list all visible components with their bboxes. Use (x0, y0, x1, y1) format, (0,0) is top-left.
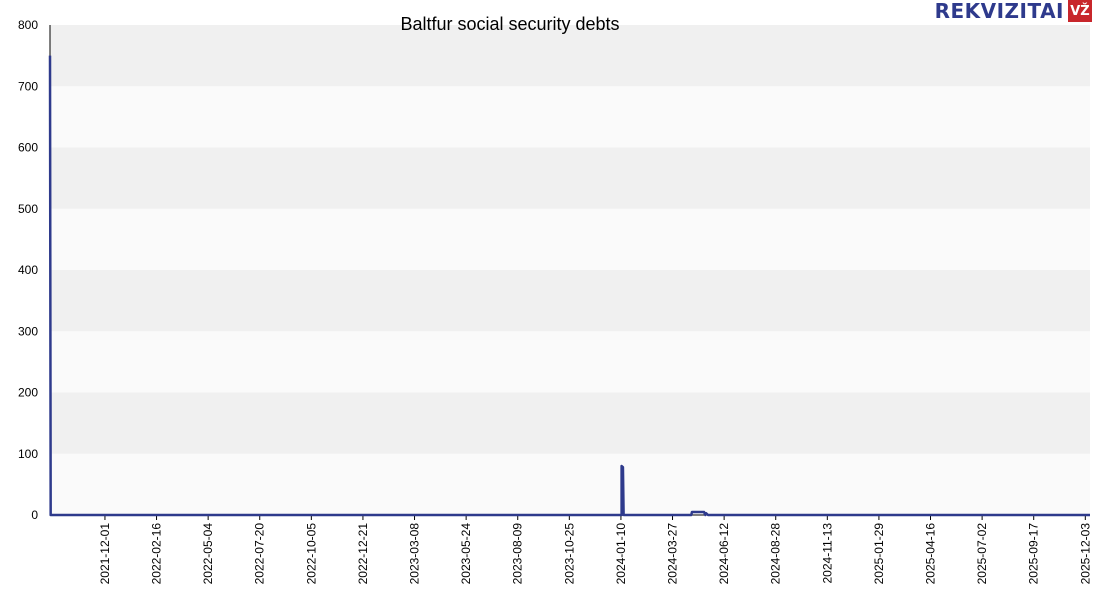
x-tick-label: 2024-08-28 (769, 523, 783, 585)
grid-band (50, 331, 1090, 393)
x-tick-label: 2022-07-20 (253, 523, 267, 585)
x-tick-label: 2022-10-05 (304, 523, 318, 585)
y-tick-label: 800 (18, 18, 38, 32)
x-tick-label: 2025-12-03 (1078, 523, 1092, 585)
x-tick-label: 2022-12-21 (356, 523, 370, 585)
y-tick-label: 300 (18, 324, 38, 338)
y-tick-label: 0 (31, 508, 38, 522)
y-tick-label: 600 (18, 141, 38, 155)
x-tick-label: 2024-03-27 (666, 523, 680, 585)
x-tick-label: 2024-06-12 (717, 523, 731, 585)
grid-bands (50, 25, 1090, 515)
x-tick-label: 2023-03-08 (408, 523, 422, 585)
x-tick-label: 2025-07-02 (975, 523, 989, 585)
grid-band (50, 392, 1090, 454)
grid-band (50, 25, 1090, 87)
y-tick-label: 400 (18, 263, 38, 277)
x-tick-label: 2025-04-16 (924, 523, 938, 585)
y-tick-label: 200 (18, 386, 38, 400)
logo-text: REKVIZITAI (934, 0, 1064, 23)
x-tick-label: 2022-02-16 (150, 523, 164, 585)
grid-band (50, 208, 1090, 270)
grid-band (50, 147, 1090, 209)
series-line (48, 55, 1090, 517)
x-tick-label: 2021-12-01 (98, 523, 112, 585)
y-axis: 0 100 200 300 400 500 600 700 800 (18, 18, 51, 522)
y-tick-label: 700 (18, 79, 38, 93)
y-tick-label: 500 (18, 202, 38, 216)
x-tick-label: 2025-01-29 (872, 523, 886, 585)
x-tick-label: 2023-05-24 (459, 523, 473, 585)
chart-title: Baltfur social security debts (400, 14, 619, 34)
grid-band (50, 270, 1090, 332)
y-tick-label: 100 (18, 447, 38, 461)
x-tick-label: 2024-01-10 (614, 523, 628, 585)
grid-band (50, 453, 1090, 515)
x-tick-label: 2022-05-04 (201, 523, 215, 585)
x-tick-label: 2023-10-25 (562, 523, 576, 585)
plot-area (48, 55, 1090, 517)
grid-band (50, 86, 1090, 148)
x-axis: 2021-12-01 2022-02-16 2022-05-04 2022-07-20… (50, 514, 1092, 585)
x-tick-label: 2025-09-17 (1027, 523, 1041, 585)
x-tick-label: 2024-11-13 (820, 523, 834, 584)
logo-badge: VŽ (1068, 0, 1092, 22)
x-tick-label: 2023-08-09 (511, 523, 525, 585)
rekvizitai-logo: REKVIZITAI VŽ (935, 0, 1092, 22)
